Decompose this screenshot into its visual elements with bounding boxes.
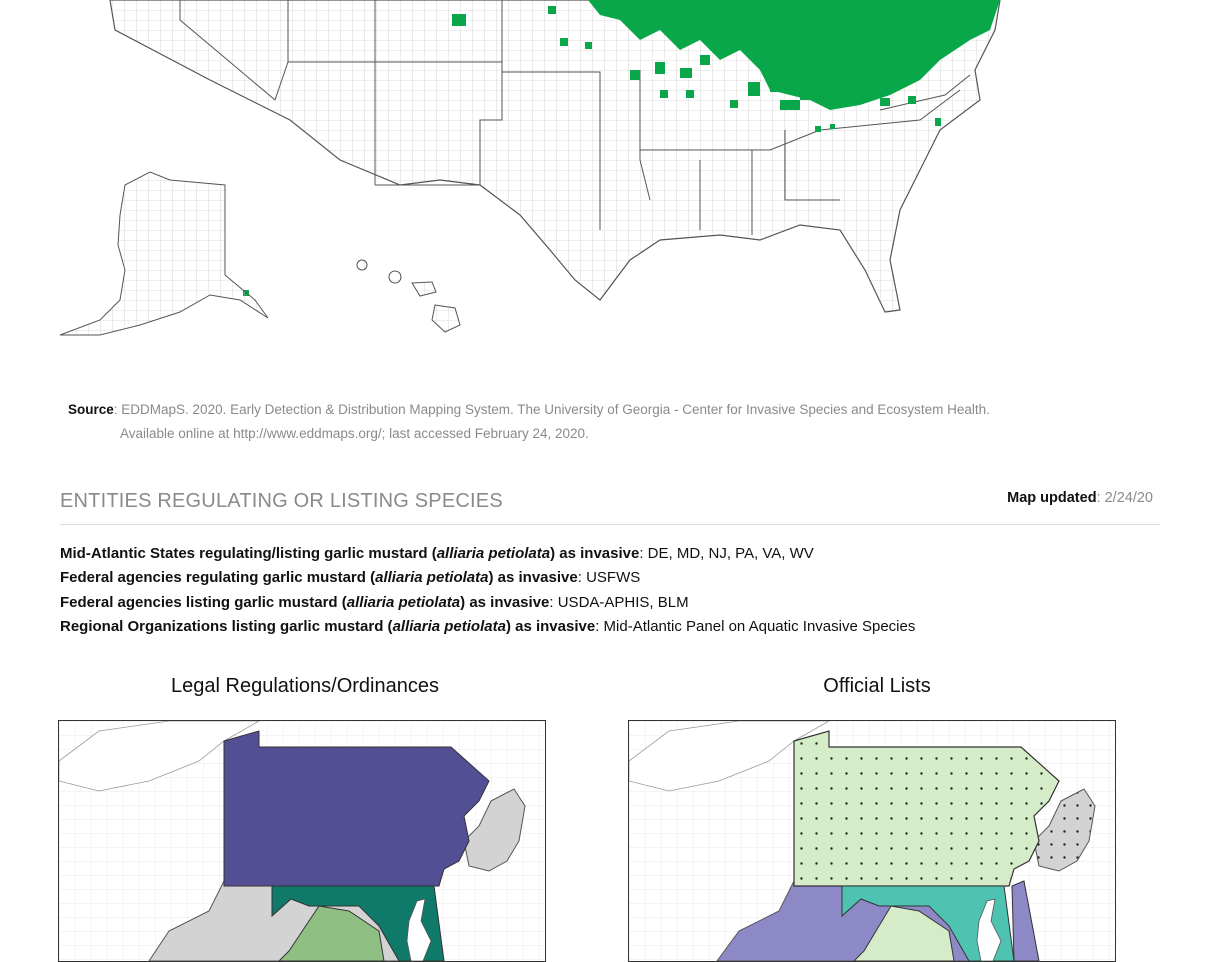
va-state-shape xyxy=(278,905,385,961)
species-name: alliaria petiolata xyxy=(375,569,489,587)
entity-prefix: Regional Organizations listing garlic mu… xyxy=(60,618,393,636)
entity-row-federal-listing: Federal agencies listing garlic mustard … xyxy=(60,591,915,615)
lake-erie-shape xyxy=(629,721,830,792)
official-lists-map xyxy=(628,720,1116,962)
de-state-shape xyxy=(1011,880,1040,961)
entity-prefix: Federal agencies listing garlic mustard … xyxy=(60,593,347,611)
source-line1: : EDDMapS. 2020. Early Detection & Distr… xyxy=(113,402,990,417)
entity-prefix: Federal agencies regulating garlic musta… xyxy=(60,569,376,587)
map-updated-label: Map updated xyxy=(1007,490,1097,506)
legal-regulations-title: Legal Regulations/Ordinances xyxy=(171,675,439,697)
species-name: alliaria petiolata xyxy=(436,545,551,562)
entity-suffix: ) as invasive xyxy=(488,569,578,587)
entity-prefix: Mid-Atlantic States regulating/listing g… xyxy=(60,545,437,562)
entities-list: Mid-Atlantic States regulating/listing g… xyxy=(60,542,915,640)
entity-value: : DE, MD, NJ, PA, VA, WV xyxy=(639,545,814,562)
pa-state-shape xyxy=(793,730,1060,887)
chesapeake-bay-shape xyxy=(406,898,432,961)
entity-value: : USDA-APHIS, BLM xyxy=(549,593,689,611)
map-updated: Map updated: 2/24/20 xyxy=(1007,490,1153,506)
species-name: alliaria petiolata xyxy=(346,593,461,611)
chesapeake-bay-shape xyxy=(976,898,1002,961)
va-state-shape xyxy=(853,905,955,961)
entity-value: : Mid-Atlantic Panel on Aquatic Invasive… xyxy=(595,618,916,636)
lake-erie-shape xyxy=(59,721,260,792)
entity-suffix: ) as invasive xyxy=(550,545,640,562)
md-state-shape xyxy=(841,885,1015,961)
entity-row-federal-regulating: Federal agencies regulating garlic musta… xyxy=(60,566,915,590)
nj-state-shape xyxy=(1033,788,1096,872)
map-updated-value: : 2/24/20 xyxy=(1096,490,1153,506)
official-lists-title: Official Lists xyxy=(823,675,931,697)
alaska-shape xyxy=(59,171,269,336)
pa-state-shape xyxy=(223,730,490,887)
entity-row-states: Mid-Atlantic States regulating/listing g… xyxy=(60,542,915,566)
entity-value: : USFWS xyxy=(577,569,641,587)
section-title: ENTITIES REGULATING OR LISTING SPECIES xyxy=(60,490,503,512)
entity-suffix: ) as invasive xyxy=(460,593,550,611)
state-borders xyxy=(179,0,971,235)
legal-regulations-map xyxy=(58,720,546,962)
source-line2: Available online at http://www.eddmaps.o… xyxy=(120,426,589,441)
species-name: alliaria petiolata xyxy=(392,618,506,636)
nj-state-shape xyxy=(463,788,526,872)
entity-suffix: ) as invasive xyxy=(505,618,596,636)
section-divider xyxy=(60,524,1160,525)
hawaii-shapes xyxy=(356,259,461,333)
source-label: Source xyxy=(68,402,114,417)
entity-row-regional: Regional Organizations listing garlic mu… xyxy=(60,615,915,639)
occurrence-counties xyxy=(243,0,1000,296)
md-state-shape xyxy=(271,885,445,961)
source-citation: Source: EDDMapS. 2020. Early Detection &… xyxy=(68,398,1148,446)
us-occurrence-map xyxy=(59,0,1001,336)
